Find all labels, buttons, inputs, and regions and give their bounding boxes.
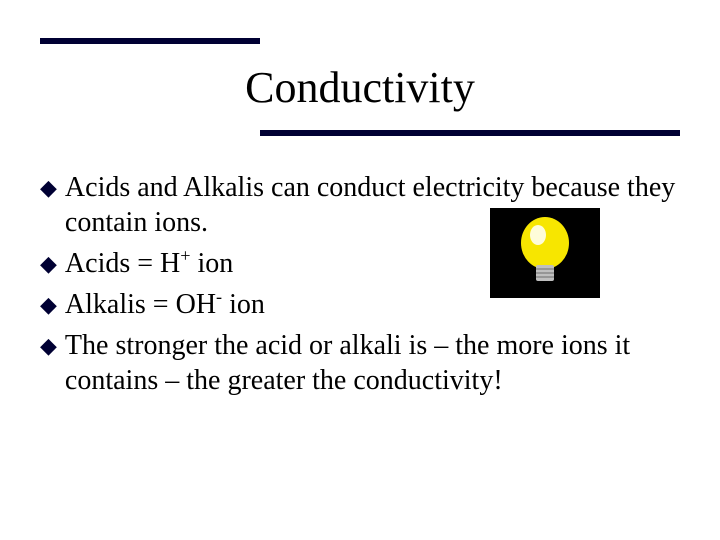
bullet-text-pre: Acids = H (65, 248, 180, 279)
title-accent-bottom (260, 130, 680, 136)
superscript: + (180, 246, 190, 266)
bullet-text-pre: Alkalis = OH (65, 289, 216, 320)
bullet-marker-icon: ◆ (40, 250, 57, 278)
bullet-text: The stronger the acid or alkali is – the… (65, 328, 690, 398)
lightbulb-icon (510, 213, 580, 293)
bullet-marker-icon: ◆ (40, 291, 57, 319)
slide-title: Conductivity (0, 62, 720, 113)
bullet-text-post: ion (191, 248, 234, 279)
bullet-text-post: ion (222, 289, 265, 320)
title-accent-top (40, 38, 260, 44)
bullet-item: ◆ The stronger the acid or alkali is – t… (40, 328, 690, 398)
bullet-marker-icon: ◆ (40, 174, 57, 202)
bullet-marker-icon: ◆ (40, 332, 57, 360)
bulb-glass (521, 217, 569, 269)
lightbulb-image (490, 208, 600, 298)
bulb-highlight (530, 225, 546, 245)
